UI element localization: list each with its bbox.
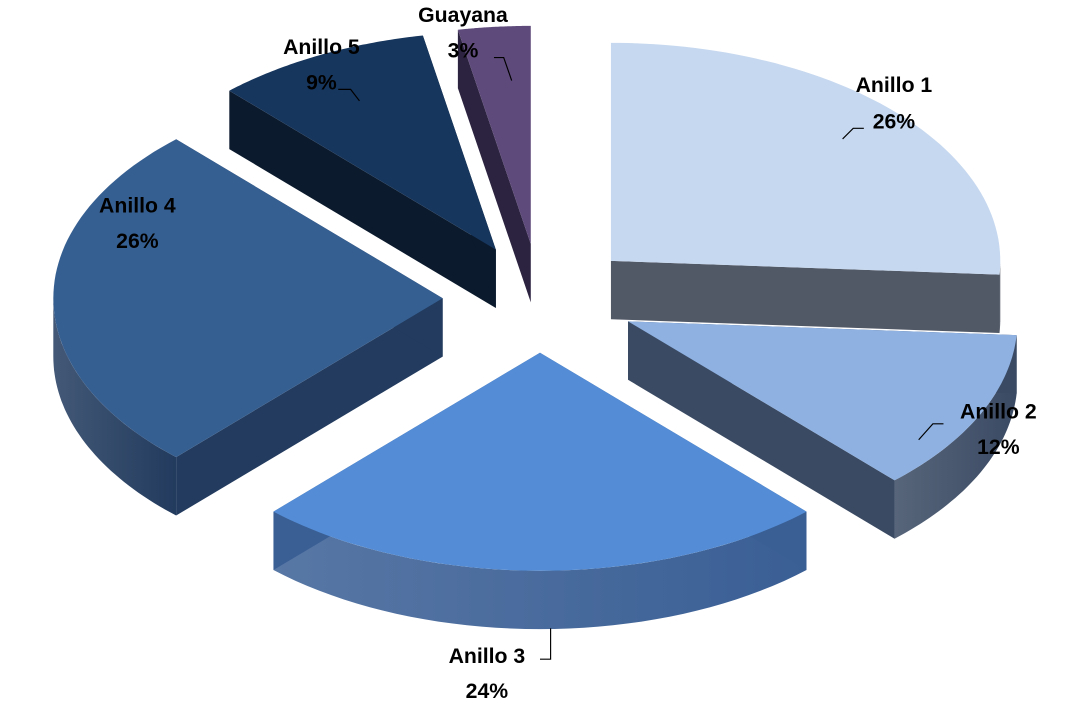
leader-line-anillo-1 <box>842 127 864 140</box>
slice-label-guayana: Guayana <box>418 4 508 27</box>
slices-layer <box>53 25 1017 630</box>
slice-top-anillo-3 <box>273 352 807 571</box>
slice-top-anillo-4 <box>53 139 443 458</box>
slice-guayana <box>457 25 531 303</box>
slice-top-anillo-1 <box>610 42 1001 275</box>
slice-label-anillo-3: Anillo 3 <box>449 645 526 668</box>
leader-line-anillo-2 <box>918 423 944 441</box>
slice-rim-anillo-2 <box>894 335 1017 539</box>
slice-label-anillo-5: Anillo 5 <box>283 36 360 59</box>
slice-rim-anillo-1 <box>999 260 1001 333</box>
leader-lines <box>338 56 944 660</box>
leader-line-guayana <box>493 56 513 81</box>
slice-anillo-5 <box>229 35 496 309</box>
slice-value-anillo-3: 24% <box>466 680 509 703</box>
slice-wall-anillo-5-start <box>229 90 496 309</box>
slice-anillo-4 <box>53 139 443 516</box>
slice-wall-guayana-start <box>457 29 531 303</box>
slice-value-guayana: 3% <box>448 40 479 63</box>
slice-value-anillo-5: 9% <box>306 71 337 94</box>
leader-line-anillo-3 <box>539 628 552 660</box>
slice-anillo-2 <box>628 321 1017 539</box>
slice-rim-anillo-3 <box>273 511 807 630</box>
slice-label-anillo-1: Anillo 1 <box>856 74 933 97</box>
slice-wall-anillo-2-end <box>628 321 895 539</box>
slice-rim-anillo-4 <box>53 298 177 516</box>
slice-top-anillo-5 <box>229 35 496 250</box>
slice-label-anillo-2: Anillo 2 <box>960 401 1037 424</box>
leader-line-anillo-5 <box>338 88 360 102</box>
slice-value-anillo-4: 26% <box>116 230 159 253</box>
slice-top-anillo-2 <box>628 321 1017 481</box>
slice-top-guayana <box>457 25 531 244</box>
slice-anillo-1 <box>610 42 1001 333</box>
slice-value-anillo-2: 12% <box>977 436 1020 459</box>
slice-value-anillo-1: 26% <box>873 110 916 133</box>
slice-wall-anillo-4-start <box>176 298 443 516</box>
slice-anillo-3 <box>273 352 807 630</box>
slice-labels: Anillo 1 26% Anillo 2 12% Anillo 3 24% A… <box>99 4 1037 703</box>
slice-wall-anillo-1-end <box>610 260 1000 333</box>
slice-label-anillo-4: Anillo 4 <box>99 194 176 217</box>
